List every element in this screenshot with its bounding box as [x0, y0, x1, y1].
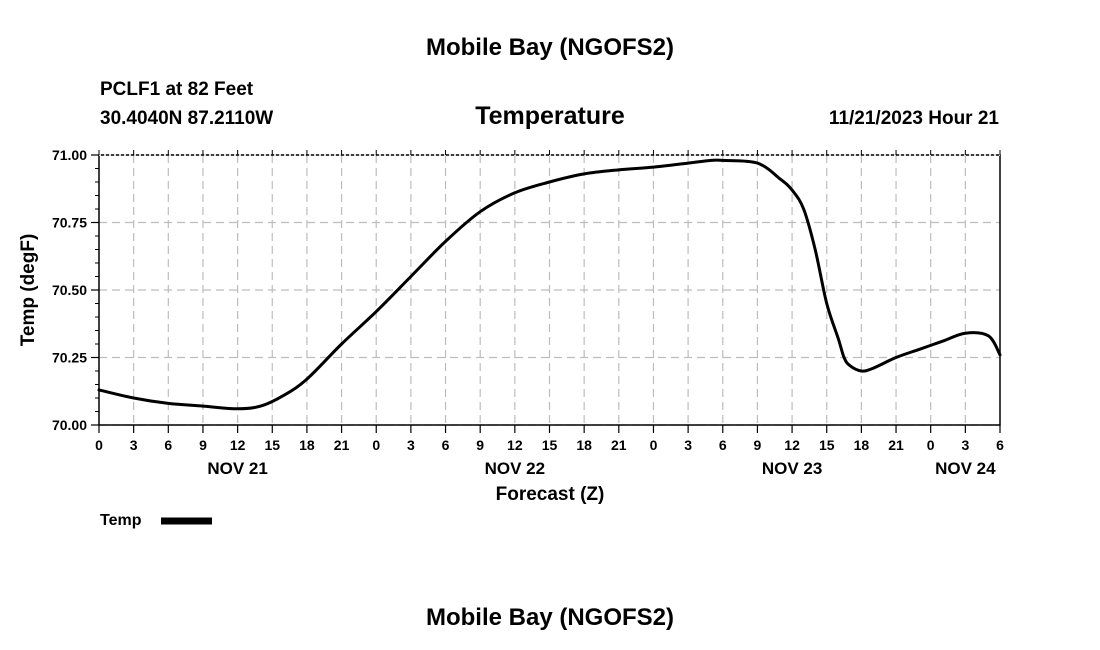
legend-label: Temp	[100, 512, 142, 529]
x-tick-label: 15	[542, 437, 558, 453]
x-tick-label: 12	[230, 437, 246, 453]
x-tick-label: 0	[372, 437, 380, 453]
y-axis-label: Temp (degF)	[18, 234, 39, 347]
date-label: NOV 21	[207, 459, 267, 478]
x-tick-label: 15	[819, 437, 835, 453]
y-tick-label: 70.75	[52, 215, 87, 231]
grid	[99, 154, 1000, 426]
x-tick-label: 21	[611, 437, 627, 453]
station-coordinates: 30.4040N 87.2110W	[100, 108, 273, 129]
footer-title: Mobile Bay (NGOFS2)	[426, 604, 674, 631]
legend: Temp	[100, 512, 212, 529]
x-tick-label: 9	[754, 437, 762, 453]
y-tick-label: 71.00	[52, 147, 87, 163]
series-layer	[97, 158, 1002, 411]
date-labels: NOV 21 NOV 22 NOV 23 NOV 24	[207, 459, 996, 478]
x-tick-label: 18	[299, 437, 315, 453]
x-tick-label: 12	[507, 437, 523, 453]
x-tick-label: 3	[130, 437, 138, 453]
y-tick-labels: 70.00 70.25 70.50 70.75 71.00	[52, 147, 87, 433]
x-tick-label: 18	[576, 437, 592, 453]
x-tick-label: 0	[95, 437, 103, 453]
forecast-datetime: 11/21/2023 Hour 21	[829, 108, 999, 129]
x-axis-label: Forecast (Z)	[496, 484, 605, 505]
x-tick-label: 9	[476, 437, 484, 453]
series-line-temp	[97, 158, 1002, 411]
x-tick-label: 0	[927, 437, 935, 453]
x-tick-label: 3	[407, 437, 415, 453]
x-tick-label: 21	[334, 437, 350, 453]
x-tick-label: 12	[784, 437, 800, 453]
y-tick-label: 70.00	[52, 417, 87, 433]
x-tick-label: 3	[684, 437, 692, 453]
x-tick-labels: 0 3 6 9 12 15 18 21 0 3 6 9 12 15 18 21 0 3 6 9 12 15 18 21 0 3 6	[95, 437, 1004, 453]
x-tick-label: 6	[719, 437, 727, 453]
x-tick-label: 21	[888, 437, 904, 453]
date-label: NOV 22	[485, 459, 545, 478]
x-tick-label: 6	[996, 437, 1004, 453]
chart-title: Temperature	[475, 102, 625, 130]
x-tick-label: 6	[442, 437, 450, 453]
axis-ticks	[91, 150, 1001, 433]
date-label: NOV 24	[935, 459, 996, 478]
x-tick-label: 6	[164, 437, 172, 453]
x-tick-label: 18	[854, 437, 870, 453]
x-tick-label: 0	[650, 437, 658, 453]
x-tick-label: 3	[961, 437, 969, 453]
station-label: PCLF1 at 82 Feet	[100, 79, 254, 100]
x-tick-label: 9	[199, 437, 207, 453]
page-title: Mobile Bay (NGOFS2)	[426, 34, 674, 61]
date-label: NOV 23	[762, 459, 822, 478]
y-tick-label: 70.50	[52, 282, 87, 298]
y-tick-label: 70.25	[52, 350, 87, 366]
x-tick-label: 15	[264, 437, 280, 453]
